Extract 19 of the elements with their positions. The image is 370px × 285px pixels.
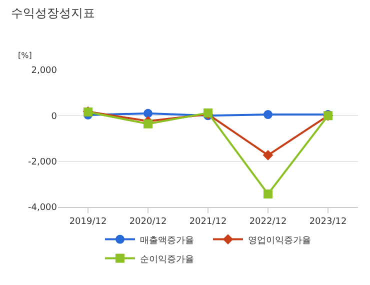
legend-label: 매출액증가율 [140, 236, 194, 246]
x-tick-label: 2022/12 [249, 216, 287, 227]
legend-label: 순이익증가율 [140, 254, 194, 265]
x-tick-label: 2020/12 [129, 216, 167, 227]
y-tick-label: -4,000 [28, 203, 58, 214]
point [144, 119, 152, 128]
y-tick-label: 0 [51, 112, 58, 122]
point [264, 110, 272, 120]
chart-title: 수익성장성지표 [11, 6, 96, 20]
point [264, 189, 272, 198]
x-tick-label: 2023/12 [309, 216, 347, 227]
y-tick-label: 2,000 [31, 66, 58, 76]
y-axis-title: [%] [18, 51, 32, 60]
y-tick-label: -2,000 [28, 157, 58, 168]
legend-label: 영업이익증가율 [248, 236, 311, 246]
point [144, 108, 152, 118]
x-tick-label: 2021/12 [189, 216, 227, 227]
x-tick-label: 2019/12 [69, 216, 107, 227]
point [262, 150, 274, 160]
